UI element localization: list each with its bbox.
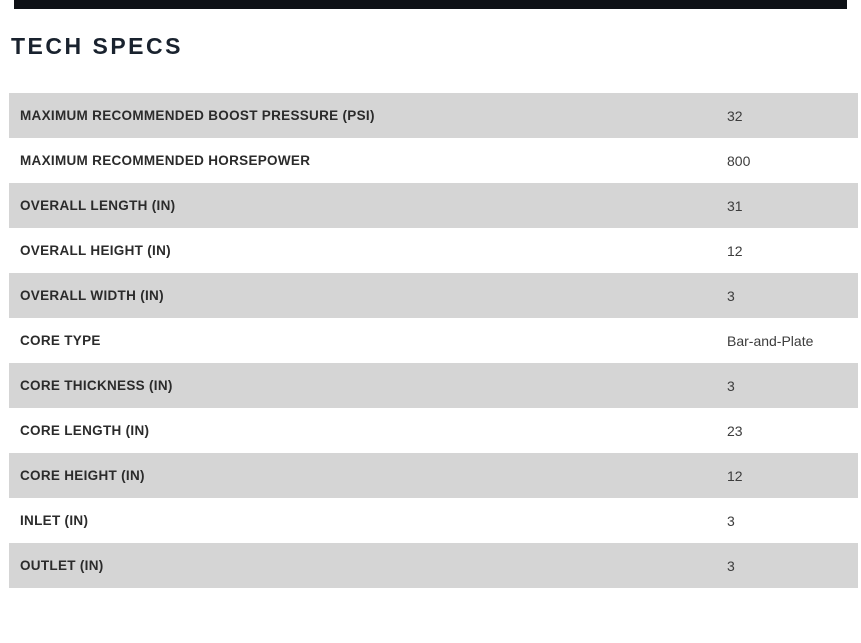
spec-row: CORE LENGTH (IN) 23 [9, 408, 858, 453]
spec-label: CORE HEIGHT (IN) [20, 468, 145, 483]
spec-label: CORE TYPE [20, 333, 101, 348]
spec-label: OVERALL HEIGHT (IN) [20, 243, 171, 258]
spec-row: INLET (IN) 3 [9, 498, 858, 543]
spec-label: MAXIMUM RECOMMENDED HORSEPOWER [20, 153, 311, 168]
spec-row: MAXIMUM RECOMMENDED HORSEPOWER 800 [9, 138, 858, 183]
spec-row: OVERALL WIDTH (IN) 3 [9, 273, 858, 318]
spec-label: INLET (IN) [20, 513, 89, 528]
spec-label: OVERALL LENGTH (IN) [20, 198, 176, 213]
spec-value: 12 [727, 467, 743, 484]
spec-value: 3 [727, 287, 735, 304]
spec-label: OVERALL WIDTH (IN) [20, 288, 164, 303]
spec-value: 12 [727, 242, 743, 259]
spec-value: 23 [727, 422, 743, 439]
spec-row: MAXIMUM RECOMMENDED BOOST PRESSURE (PSI)… [9, 93, 858, 138]
spec-value: 800 [727, 152, 751, 169]
top-divider-bar [14, 0, 847, 9]
page-title: TECH SPECS [11, 33, 183, 59]
spec-label: CORE THICKNESS (IN) [20, 378, 173, 393]
spec-row: OVERALL HEIGHT (IN) 12 [9, 228, 858, 273]
spec-row: CORE TYPE Bar-and-Plate [9, 318, 858, 363]
spec-value: 32 [727, 107, 743, 124]
spec-value: 3 [727, 557, 735, 574]
spec-label: OUTLET (IN) [20, 558, 104, 573]
spec-label: CORE LENGTH (IN) [20, 423, 150, 438]
spec-row: CORE HEIGHT (IN) 12 [9, 453, 858, 498]
spec-value: Bar-and-Plate [727, 332, 814, 349]
spec-value: 31 [727, 197, 743, 214]
spec-row: OVERALL LENGTH (IN) 31 [9, 183, 858, 228]
spec-row: OUTLET (IN) 3 [9, 543, 858, 588]
spec-table: MAXIMUM RECOMMENDED BOOST PRESSURE (PSI)… [9, 93, 858, 588]
spec-value: 3 [727, 377, 735, 394]
spec-value: 3 [727, 512, 735, 529]
spec-label: MAXIMUM RECOMMENDED BOOST PRESSURE (PSI) [20, 108, 375, 123]
spec-row: CORE THICKNESS (IN) 3 [9, 363, 858, 408]
